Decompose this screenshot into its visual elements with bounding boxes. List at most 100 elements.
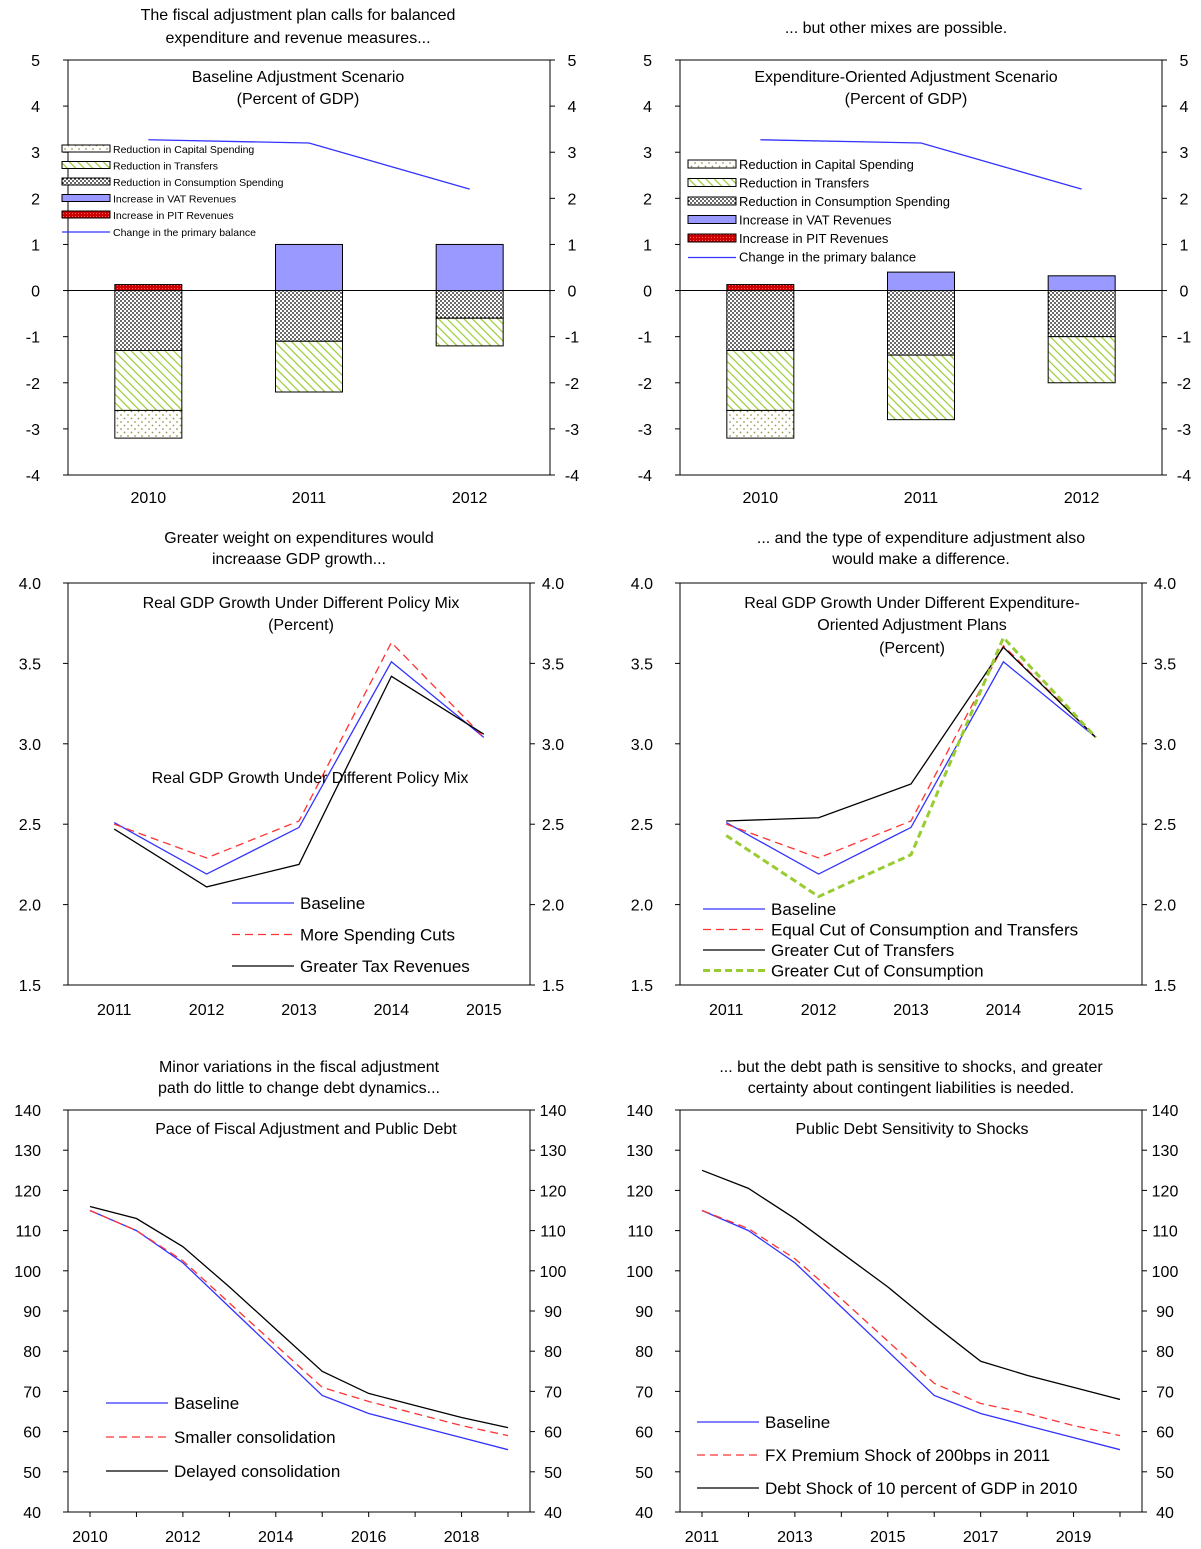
- c1-ytick-left: -2: [26, 376, 40, 393]
- c2-chart-title: (Percent of GDP): [845, 91, 968, 108]
- c3-plot-frame: [67, 582, 531, 986]
- c4-xtick: 2011: [709, 1002, 744, 1019]
- c3-ytick-right: 3.5: [542, 656, 564, 673]
- c1-ytick-right: -3: [565, 422, 579, 439]
- c6-plot-frame: [679, 1109, 1143, 1513]
- c6-ytick-right: 60: [1156, 1425, 1174, 1442]
- c3-series-line-2: [113, 675, 485, 888]
- c2-ytick-right: 2: [1180, 191, 1189, 208]
- c4-ytick-right: 2.0: [1154, 898, 1176, 915]
- c1-bar-reduction-in-consumption-spending: [114, 290, 183, 351]
- c1-ytick-left: 2: [31, 191, 40, 208]
- c1-legend-swatch: [61, 144, 111, 153]
- c6-ytick-left: 50: [635, 1465, 653, 1482]
- c5-ytick-right: 60: [544, 1425, 562, 1442]
- c1-bar-increase-in-pit-revenues: [114, 284, 183, 292]
- c6-chart-title: Public Debt Sensitivity to Shocks: [796, 1121, 1029, 1138]
- c1-ytick-right: 3: [568, 145, 577, 162]
- c2-ytick-left: -3: [638, 422, 652, 439]
- c1-chart-title: Baseline Adjustment Scenario: [192, 69, 405, 86]
- c6-legend-label: Baseline: [765, 1413, 830, 1432]
- c2-legend-swatch: [687, 215, 737, 224]
- c1-ytick-left: 4: [31, 99, 40, 116]
- c6-series-line-1: [701, 1209, 1121, 1437]
- c2-legend-swatch: [687, 233, 737, 243]
- c1-ytick-left: -1: [26, 330, 40, 347]
- c1-bar-reduction-in-consumption-spending: [275, 290, 343, 342]
- c5-ytick-right: 100: [540, 1264, 567, 1281]
- c1-bar-reduction-in-capital-spending: [114, 409, 183, 439]
- c6-ytick-left: 70: [635, 1384, 653, 1401]
- c6-ytick-left: 140: [626, 1103, 653, 1120]
- c1-chart-title: (Percent of GDP): [237, 91, 360, 108]
- c5-ytick-right: 40: [544, 1505, 562, 1522]
- c6-ytick-right: 130: [1152, 1143, 1179, 1160]
- c2-ytick-left: 5: [643, 53, 652, 70]
- c1-ytick-right: 5: [568, 53, 577, 70]
- c2-bar-increase-in-vat-revenues: [1047, 275, 1116, 292]
- c4-xtick: 2014: [986, 1002, 1022, 1019]
- c3-ytick-right: 2.5: [542, 817, 564, 834]
- c1-legend-label: Reduction in Consumption Spending: [113, 177, 284, 189]
- c2-ytick-right: 4: [1180, 99, 1189, 116]
- c5-ytick-left: 130: [14, 1143, 41, 1160]
- c5-series-line-0: [89, 1209, 509, 1451]
- c2-bar-reduction-in-transfers: [726, 350, 795, 411]
- c5-ytick-left: 120: [14, 1183, 41, 1200]
- c2-ytick-right: -2: [1177, 376, 1191, 393]
- c1-ytick-left: -3: [26, 422, 40, 439]
- c2-ytick-right: -3: [1177, 422, 1191, 439]
- c1-legend-swatch: [61, 177, 111, 186]
- c4-ytick-right: 3.0: [1154, 737, 1176, 754]
- c1-legend-swatch: [61, 161, 111, 169]
- c1-legend-label: Reduction in Transfers: [113, 161, 218, 173]
- c2-ytick-left: 4: [643, 99, 652, 116]
- c4-ytick-left: 3.5: [631, 656, 653, 673]
- c3-inner-label: Real GDP Growth Under Different Policy M…: [152, 770, 469, 787]
- c6-series-line-2: [701, 1169, 1121, 1401]
- c5-chart-title: Pace of Fiscal Adjustment and Public Deb…: [155, 1121, 457, 1138]
- c4-series-line-1: [725, 644, 1097, 859]
- c1-ytick-left: 0: [31, 284, 40, 301]
- c5-ytick-right: 140: [540, 1103, 567, 1120]
- c5-ytick-left: 50: [23, 1465, 41, 1482]
- c2-legend-label: Change in the primary balance: [739, 250, 916, 265]
- c4-xtick: 2012: [801, 1002, 837, 1019]
- c3-ytick-left: 1.5: [19, 978, 41, 995]
- c2-ytick-left: -4: [638, 468, 652, 485]
- c3-xtick: 2013: [281, 1002, 317, 1019]
- c1-legend-swatch: [61, 194, 111, 202]
- c3-series-line-0: [113, 660, 485, 875]
- c3-series-line-1: [113, 641, 485, 859]
- c5-ytick-left: 60: [23, 1425, 41, 1442]
- c6-ytick-left: 130: [626, 1143, 653, 1160]
- c5-ytick-right: 110: [540, 1224, 566, 1241]
- c5-legend-label: Baseline: [174, 1394, 239, 1413]
- c3-chart-title: Real GDP Growth Under Different Policy M…: [143, 595, 460, 612]
- c6-xtick: 2013: [777, 1529, 813, 1546]
- c6-xtick: 2011: [685, 1529, 720, 1546]
- c2-ytick-left: 2: [643, 191, 652, 208]
- c6-xtick: 2019: [1056, 1529, 1092, 1546]
- c2-legend-swatch: [687, 178, 737, 187]
- c1-ytick-left: 1: [31, 237, 40, 254]
- c2-legend-swatch: [687, 196, 737, 206]
- c6-ytick-right: 40: [1156, 1505, 1174, 1522]
- c5-ytick-right: 130: [540, 1143, 567, 1160]
- c3-xtick: 2015: [466, 1002, 502, 1019]
- c2-xtick: 2011: [904, 490, 939, 507]
- c3-caption-line: increaase GDP growth...: [212, 551, 386, 568]
- c6-caption-line: certainty about contingent liabilities i…: [748, 1080, 1074, 1097]
- c1-xtick: 2012: [452, 490, 488, 507]
- c1-bar-reduction-in-consumption-spending: [435, 290, 504, 319]
- c4-ytick-right: 4.0: [1154, 576, 1176, 593]
- c5-legend-label: Delayed consolidation: [174, 1462, 340, 1481]
- c1-plot-frame: [67, 59, 551, 476]
- c1-ytick-left: -4: [26, 468, 40, 485]
- c4-series-line-3: [725, 634, 1097, 899]
- c6-legend-label: FX Premium Shock of 200bps in 2011: [765, 1446, 1050, 1465]
- c2-ytick-right: 5: [1180, 53, 1189, 70]
- c6-ytick-left: 90: [635, 1304, 653, 1321]
- c4-caption-line: ... and the type of expenditure adjustme…: [757, 530, 1085, 547]
